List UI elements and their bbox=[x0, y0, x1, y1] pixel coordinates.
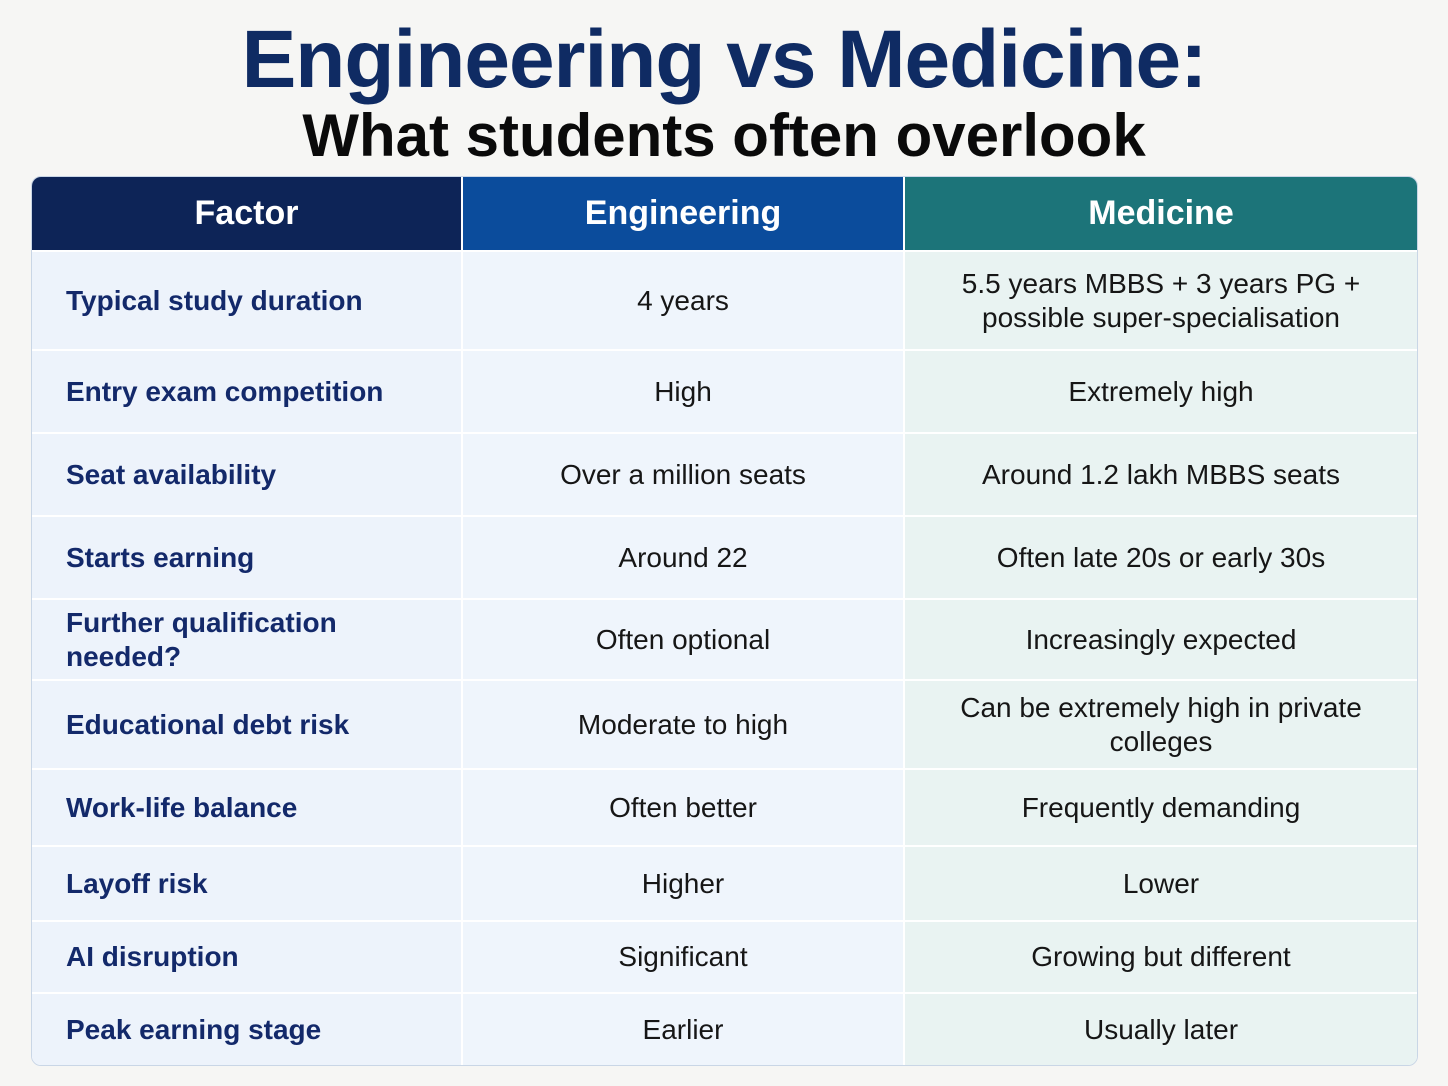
table-row: Work-life balance Often better Frequentl… bbox=[32, 768, 1417, 847]
engineering-cell: Around 22 bbox=[461, 515, 904, 600]
engineering-cell: Moderate to high bbox=[461, 679, 904, 770]
table-row: Layoff risk Higher Lower bbox=[32, 845, 1417, 922]
engineering-cell: Often optional bbox=[461, 598, 904, 681]
header-factor: Factor bbox=[32, 177, 462, 251]
engineering-cell: Higher bbox=[461, 845, 904, 922]
medicine-cell: Around 1.2 lakh MBBS seats bbox=[903, 432, 1417, 517]
factor-cell: AI disruption bbox=[32, 920, 462, 994]
medicine-cell: Usually later bbox=[903, 992, 1417, 1065]
engineering-cell: Often better bbox=[461, 768, 904, 847]
comparison-table: Factor Engineering Medicine Typical stud… bbox=[32, 177, 1417, 1065]
factor-cell: Entry exam competition bbox=[32, 349, 462, 434]
engineering-cell: Earlier bbox=[461, 992, 904, 1065]
factor-cell: Work-life balance bbox=[32, 768, 462, 847]
engineering-cell: Over a million seats bbox=[461, 432, 904, 517]
factor-cell: Educational debt risk bbox=[32, 679, 462, 770]
factor-cell: Further qualification needed? bbox=[32, 598, 462, 681]
factor-cell: Peak earning stage bbox=[32, 992, 462, 1065]
medicine-cell: Frequently demanding bbox=[903, 768, 1417, 847]
factor-cell: Seat availability bbox=[32, 432, 462, 517]
medicine-cell: Lower bbox=[903, 845, 1417, 922]
engineering-cell: High bbox=[461, 349, 904, 434]
table-row: Educational debt risk Moderate to high C… bbox=[32, 679, 1417, 770]
header-engineering: Engineering bbox=[461, 177, 904, 251]
table-row: Seat availability Over a million seats A… bbox=[32, 432, 1417, 517]
factor-cell: Layoff risk bbox=[32, 845, 462, 922]
factor-cell: Starts earning bbox=[32, 515, 462, 600]
engineering-cell: 4 years bbox=[461, 249, 904, 351]
engineering-cell: Significant bbox=[461, 920, 904, 994]
comparison-table-container: Factor Engineering Medicine Typical stud… bbox=[31, 176, 1418, 1066]
medicine-cell: Can be extremely high in private college… bbox=[903, 679, 1417, 770]
medicine-cell: 5.5 years MBBS + 3 years PG + possible s… bbox=[903, 249, 1417, 351]
medicine-cell: Often late 20s or early 30s bbox=[903, 515, 1417, 600]
table-row: Starts earning Around 22 Often late 20s … bbox=[32, 515, 1417, 600]
table-row: Entry exam competition High Extremely hi… bbox=[32, 349, 1417, 434]
medicine-cell: Increasingly expected bbox=[903, 598, 1417, 681]
header-medicine: Medicine bbox=[903, 177, 1417, 251]
medicine-cell: Growing but different bbox=[903, 920, 1417, 994]
medicine-cell: Extremely high bbox=[903, 349, 1417, 434]
table-row: Further qualification needed? Often opti… bbox=[32, 598, 1417, 681]
table-row: AI disruption Significant Growing but di… bbox=[32, 920, 1417, 994]
table-row: Peak earning stage Earlier Usually later bbox=[32, 992, 1417, 1065]
table-header-row: Factor Engineering Medicine bbox=[32, 177, 1417, 251]
factor-cell: Typical study duration bbox=[32, 249, 462, 351]
page-subtitle: What students often overlook bbox=[302, 102, 1146, 169]
page-title: Engineering vs Medicine: bbox=[241, 14, 1208, 105]
table-row: Typical study duration 4 years 5.5 years… bbox=[32, 249, 1417, 351]
